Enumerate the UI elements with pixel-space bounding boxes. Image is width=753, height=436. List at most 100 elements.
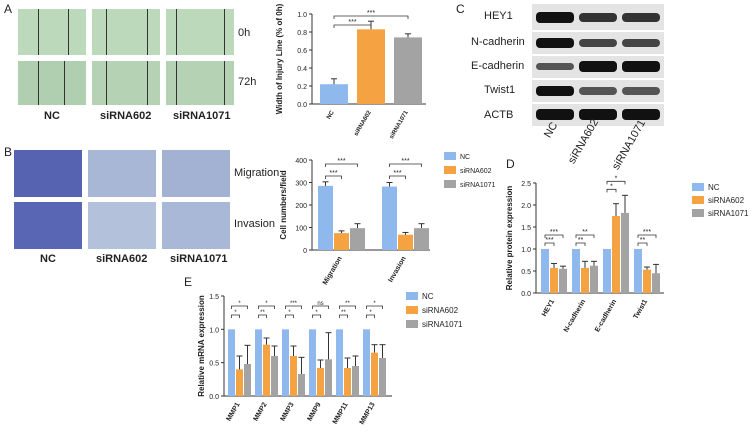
chart-b-legend-label: NC [460,154,470,161]
chart-d-legend-label: NC [708,183,720,192]
chart-d-legend-label: siRNA1071 [708,209,749,218]
chart-e-sig-label: ns [317,301,323,307]
chart-e-bar [352,366,359,396]
chart-a-ytick-label: 0.6 [297,48,307,55]
chart-e-sig-label: * [315,310,318,316]
wound-image-nc-72h [18,61,86,105]
chart-d-bar [603,249,611,293]
chart-e-xtick-label: MMP2 [253,401,269,422]
chart-d-ytick-label: 2.0 [521,203,531,210]
chart-d-sig-label: ** [640,237,646,244]
blot-strip-twist1 [532,80,664,102]
chart-d-sig-bracket [637,242,648,246]
chart-a-sig-label: *** [367,10,375,17]
chart-d-legend-swatch [692,183,704,191]
panel-letter-b: B [4,145,13,159]
chart-e-bar [244,364,251,396]
chart-e-bar [317,368,324,396]
chart-a: 0.0 0.2 0.4 0.6 0.8 1.0 Width of Injury Line (… [275,3,426,140]
chart-e-sig-label: ** [260,310,265,316]
chart-d-ytick-label: 0.0 [521,291,531,298]
chart-e-sig-label: * [265,301,268,307]
chart-d-xtick-label: HEY1 [541,298,556,317]
blot-label-twist1: Twist1 [484,84,516,96]
chart-e-legend-swatch [406,292,418,300]
chart-e-xtick-label: MMP13 [359,401,377,425]
chart-a-ytick-label: 0.0 [297,102,307,109]
chart-e-sig-bracket [339,305,356,309]
chart-b-sig-bracket [389,175,406,179]
chart-e-ylabel: Relative mRNA expression [197,295,206,397]
chart-d-sig-label: *** [545,237,553,244]
chart-e-bar [325,359,332,396]
chart-a-ytick-label: 1.0 [297,12,307,19]
chart-b-legend-swatch [444,152,456,160]
chart-b-ytick-label: 0 [303,248,307,255]
chart-e-sig-bracket [258,305,275,309]
chart-d-sig-label: ** [578,237,584,244]
transwell-image-nc-migration [14,150,82,197]
chart-d-ytick-label: 1.5 [521,225,531,232]
chart-e-sig-label: * [234,310,237,316]
label-b-nc: NC [40,253,56,265]
chart-d-sig-label: * [615,175,618,182]
chart-b-sig-label: *** [337,158,345,165]
wound-image-si1071-72h [166,61,234,105]
label-time-72h: 72h [238,76,257,88]
chart-d-legend-label: siRNA602 [708,196,745,205]
chart-d-sig-bracket [575,234,595,238]
chart-d-xtick-label: N-cadherin [563,299,587,334]
blot-label-actb: ACTB [484,109,514,121]
chart-e-ytick-label: 0.0 [209,394,219,401]
chart-d-legend-swatch [692,196,704,204]
chart-b-legend-label: siRNA602 [460,168,492,175]
chart-e-xtick-label: MMP1 [226,401,242,422]
chart-e-sig-label: * [373,301,376,307]
chart-d-sig-bracket [637,234,657,238]
chart-e-sig-bracket [339,314,348,318]
chart-b-sig-bracket [389,163,422,167]
chart-d-sig-bracket [606,188,617,193]
chart-b-bar [382,186,397,250]
chart-e-bar [255,329,262,396]
chart-d-bar [643,269,651,293]
label-a-nc: NC [44,110,60,122]
chart-b-ytick-label: 400 [295,158,307,165]
chart-e-sig-label: * [238,301,241,307]
blot-strip-hey1 [532,4,664,30]
chart-e-bar [298,374,305,396]
panel-letter-e: E [184,275,193,289]
wound-image-si602-72h [92,61,160,105]
chart-a-xtick-label: siRNA602 [354,109,374,137]
chart-b-sig-bracket [325,175,342,179]
chart-a-ytick-label: 0.4 [297,66,307,73]
chart-e-sig-label: *** [290,301,298,307]
chart-b-xtick-label: Migration [322,256,344,287]
chart-d-bar [590,265,598,293]
chart-d-ytick-label: 1.0 [521,247,531,254]
blot-strip-actb [532,104,664,126]
panel-letter-d: D [506,157,515,171]
chart-b-bar [414,228,429,250]
chart-d-bar [559,268,567,293]
chart-a-ytick-label: 0.8 [297,30,307,37]
label-time-0h: 0h [238,27,251,39]
chart-d-sig-bracket [575,242,586,246]
chart-b-legend-label: siRNA1071 [460,182,496,189]
chart-b-ytick-label: 200 [295,203,307,210]
blot-label-hey1: HEY1 [484,10,513,22]
chart-d-sig-bracket [606,180,626,185]
chart-b-sig-label: *** [393,170,401,177]
chart-e-bar [336,329,343,396]
chart-e-sig-bracket [312,314,321,318]
label-a-si1071: siRNA1071 [173,110,231,122]
chart-d-bar [634,249,642,293]
chart-e-bar [263,344,270,396]
chart-e-ytick-label: 1.5 [209,294,219,301]
chart-d-bar [581,267,589,293]
chart-a-ytick-label: 0.2 [297,84,307,91]
chart-a-bar [394,37,422,104]
label-b-si602: siRNA602 [96,253,148,265]
